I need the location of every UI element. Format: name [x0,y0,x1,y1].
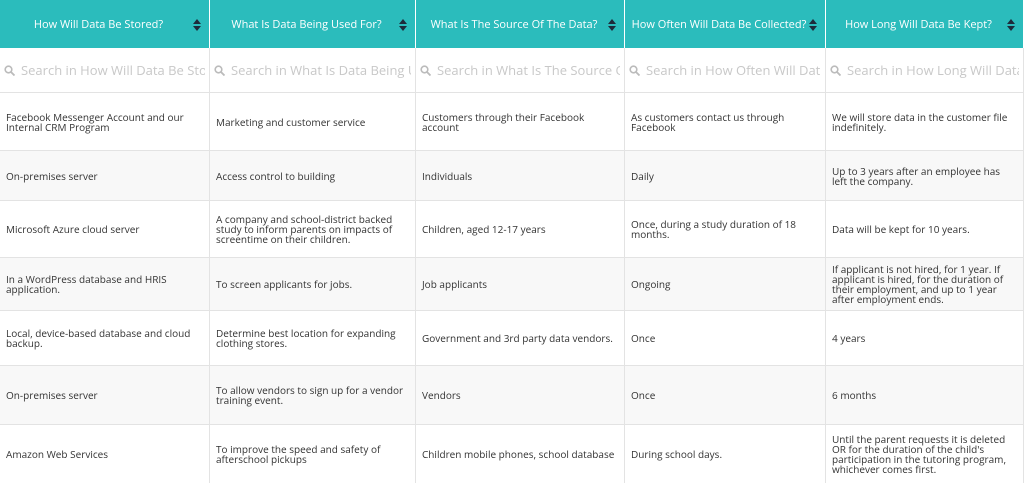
table-cell: Until the parent requests it is deleted … [826,425,1024,483]
table-cell: To improve the speed and safety of after… [210,425,416,483]
column-title: What Is The Source Of The Data? [430,16,598,32]
table-cell: Marketing and customer service [210,93,416,151]
column-header[interactable]: How Long Will Data Be Kept? [826,0,1024,48]
search-icon [830,64,841,76]
search-input[interactable]: Search in How Long Will Data Be Kept? [826,48,1024,92]
search-input[interactable]: Search in How Often Will Data Be Collect… [625,48,826,92]
search-icon [420,64,431,76]
table-cell: Daily [625,151,826,201]
table-cell: In a WordPress database and HRIS applica… [0,258,210,311]
search-placeholder: Search in What Is The Source Of The Data… [437,61,620,79]
table-cell: Individuals [416,151,625,201]
table-cell: During school days. [625,425,826,483]
table-cell: A company and school-district backed stu… [210,201,416,258]
column-header[interactable]: How Often Will Data Be Collected? [625,0,826,48]
table-cell: On-premises server [0,366,210,425]
search-icon [4,64,15,76]
column-header[interactable]: What Is Data Being Used For? [210,0,416,48]
table-cell: Once, during a study duration of 18 mont… [625,201,826,258]
table-body: Facebook Messenger Account and our Inter… [0,93,1024,483]
table-cell: Determine best location for expanding cl… [210,311,416,366]
search-input[interactable]: Search in What Is The Source Of The Data… [416,48,625,92]
table-cell: 6 months [826,366,1024,425]
table-cell: Children mobile phones, school database [416,425,625,483]
table-cell: Microsoft Azure cloud server [0,201,210,258]
sort-icon[interactable] [1007,19,1015,31]
table-cell: If applicant is not hired, for 1 year. I… [826,258,1024,311]
search-placeholder: Search in What Is Data Being Used For? [231,61,411,79]
table-cell: Access control to building [210,151,416,201]
table-cell: Facebook Messenger Account and our Inter… [0,93,210,151]
table-cell: Government and 3rd party data vendors. [416,311,625,366]
table-row: On-premises server To allow vendors to si… [0,366,1024,425]
column-title: What Is Data Being Used For? [231,16,382,32]
table-cell: On-premises server [0,151,210,201]
table-cell: Data will be kept for 10 years. [826,201,1024,258]
table-cell: We will store data in the customer file … [826,93,1024,151]
table-cell: Job applicants [416,258,625,311]
search-placeholder: Search in How Will Data Be Stored? [21,61,205,79]
table-row: Local, device-based database and cloud b… [0,311,1024,366]
search-row: Search in How Will Data Be Stored? Search… [0,48,1024,93]
table-cell: To allow vendors to sign up for a vendor… [210,366,416,425]
search-placeholder: Search in How Long Will Data Be Kept? [847,61,1019,79]
sort-icon[interactable] [809,19,817,31]
table-row: Amazon Web Services To improve the speed … [0,425,1024,483]
column-title: How Often Will Data Be Collected? [631,16,807,32]
search-icon [214,64,225,76]
table-cell: Amazon Web Services [0,425,210,483]
sort-icon[interactable] [399,19,407,31]
search-input[interactable]: Search in How Will Data Be Stored? [0,48,210,92]
table-cell: To screen applicants for jobs. [210,258,416,311]
column-header[interactable]: How Will Data Be Stored? [0,0,210,48]
header-row: How Will Data Be Stored? What Is Data Bei… [0,0,1024,48]
column-title: How Long Will Data Be Kept? [845,16,992,32]
table-cell: Customers through their Facebook account [416,93,625,151]
table-cell: 4 years [826,311,1024,366]
table-cell: Once [625,311,826,366]
column-title: How Will Data Be Stored? [33,16,164,32]
table-cell: Once [625,366,826,425]
table-row: Microsoft Azure cloud server A company an… [0,201,1024,258]
table-cell: Vendors [416,366,625,425]
search-icon [629,64,640,76]
table-cell: Ongoing [625,258,826,311]
table-row: Facebook Messenger Account and our Inter… [0,93,1024,151]
table-row: In a WordPress database and HRIS applica… [0,258,1024,311]
search-input[interactable]: Search in What Is Data Being Used For? [210,48,416,92]
column-header[interactable]: What Is The Source Of The Data? [416,0,625,48]
table-cell: As customers contact us through Facebook [625,93,826,151]
search-placeholder: Search in How Often Will Data Be Collect… [646,61,821,79]
table-row: On-premises server Access control to buil… [0,151,1024,201]
sort-icon[interactable] [193,19,201,31]
table-cell: Local, device-based database and cloud b… [0,311,210,366]
table-cell: Up to 3 years after an employee has left… [826,151,1024,201]
sort-icon[interactable] [608,19,616,31]
table-cell: Children, aged 12-17 years [416,201,625,258]
